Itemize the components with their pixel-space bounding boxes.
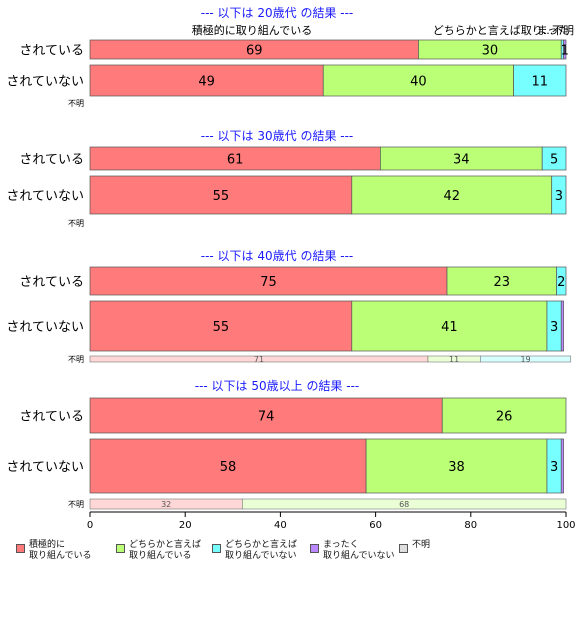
legend-label: どちらかと言えば 取り組んでいない (225, 540, 298, 561)
legend: 積極的に 取り組んでいる どちらかと言えば 取り組んでいる どちらかと言えば 取り組… (16, 540, 576, 570)
group-title: --- 以下は 50歳以上 の結果 --- (195, 379, 360, 393)
bar-segment (563, 39, 567, 60)
row-label-unknown: 不明 (68, 219, 84, 228)
bar-segment (541, 146, 567, 171)
group-title: --- 以下は 20歳代 の結果 --- (201, 6, 354, 20)
value-label: 49 (198, 75, 215, 90)
legend-swatch (399, 544, 408, 553)
value-label: 2 (557, 275, 565, 290)
value-label: 1 (561, 44, 569, 59)
value-label: 5 (550, 153, 558, 168)
value-label: 26 (496, 410, 513, 425)
bar-segment (365, 438, 548, 494)
legend-label: 積極的に 取り組んでいる (29, 540, 92, 561)
series-top-label: どちらかと言えば取り... (433, 24, 554, 37)
x-tick-label: 20 (179, 520, 192, 531)
value-label: 58 (220, 460, 237, 475)
bar-segment (556, 266, 567, 296)
row-label: されている (19, 153, 84, 168)
legend-item: どちらかと言えば 取り組んでいる (116, 540, 201, 562)
value-label: 3 (550, 320, 558, 335)
value-label: 74 (258, 410, 275, 425)
value-label: 3 (550, 460, 558, 475)
value-label-unknown: 68 (399, 500, 409, 509)
series-top-label: 積極的に取り組んでいる (192, 23, 312, 37)
legend-label: まったく 取り組んでいない (323, 540, 395, 561)
bar-segment (446, 266, 557, 296)
bar-segment (351, 300, 548, 352)
row-label-unknown: 不明 (68, 500, 84, 509)
value-label: 30 (482, 44, 499, 59)
value-label-unknown: 11 (449, 355, 459, 364)
x-tick-label: 60 (369, 520, 382, 531)
row-label: されていない (6, 460, 84, 475)
group-title: --- 以下は 30歳代 の結果 --- (201, 129, 354, 143)
row-label: されていない (6, 189, 84, 204)
bar-segment (560, 300, 564, 352)
bar-segment (441, 397, 567, 434)
legend-swatch (116, 544, 125, 553)
row-label: されている (19, 410, 84, 425)
value-label: 42 (443, 189, 460, 204)
row-label: されている (19, 44, 84, 59)
bar-segment (89, 300, 353, 352)
legend-item: どちらかと言えば 取り組んでいない (212, 540, 297, 562)
value-label: 75 (260, 275, 277, 290)
row-label: されていない (6, 320, 84, 335)
legend-label: どちらかと言えば 取り組んでいる (129, 540, 202, 561)
value-label: 11 (532, 75, 549, 90)
bar-segment (89, 175, 353, 215)
value-label: 69 (246, 44, 263, 59)
bar-segment (560, 438, 564, 494)
legend-label: 不明 (412, 540, 431, 550)
row-label-unknown: 不明 (68, 99, 84, 108)
legend-item: 積極的に 取り組んでいる (16, 540, 92, 562)
value-label: 61 (227, 153, 244, 168)
bar-segment (551, 175, 567, 215)
value-label: 34 (453, 153, 470, 168)
bar-segment-unknown (480, 355, 572, 363)
value-label-unknown: 71 (254, 355, 264, 364)
legend-item: まったく 取り組んでいない (310, 540, 395, 562)
legend-swatch (16, 544, 25, 553)
legend-swatch (310, 544, 319, 553)
bar-segment (89, 397, 443, 434)
bar-segment-unknown (242, 498, 567, 510)
value-label: 38 (448, 460, 465, 475)
value-label: 40 (410, 75, 427, 90)
value-label: 23 (493, 275, 510, 290)
row-label: されていない (6, 75, 84, 90)
x-tick-label: 0 (87, 520, 93, 531)
value-label-unknown: 19 (520, 355, 530, 364)
row-label: されている (19, 275, 84, 290)
series-top-label: 不明 (552, 24, 574, 37)
value-label-unknown: 32 (161, 500, 171, 509)
value-label: 55 (213, 189, 230, 204)
bar-segment (322, 64, 514, 97)
x-tick-label: 40 (274, 520, 287, 531)
x-tick-label: 100 (556, 520, 575, 531)
bar-segment (89, 64, 324, 97)
legend-item: 不明 (399, 540, 430, 553)
bar-segment (513, 64, 567, 97)
bar-segment (89, 266, 448, 296)
legend-swatch (212, 544, 221, 553)
bar-segment (89, 438, 367, 494)
row-label-unknown: 不明 (68, 355, 84, 364)
value-label: 3 (555, 189, 563, 204)
value-label: 41 (441, 320, 458, 335)
group-title: --- 以下は 40歳代 の結果 --- (201, 249, 354, 263)
series-top-label: まった (537, 24, 570, 37)
value-label: 55 (213, 320, 230, 335)
x-tick-label: 80 (464, 520, 477, 531)
